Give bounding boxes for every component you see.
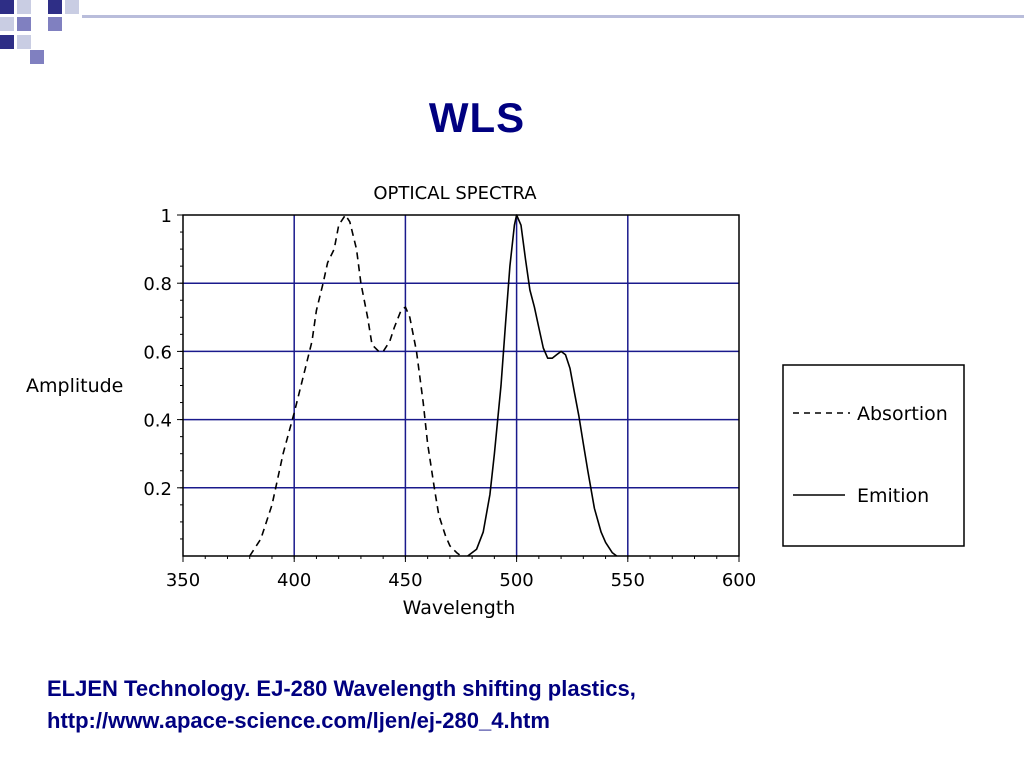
x-axis-label: Wavelength — [403, 597, 516, 619]
decoration-rule — [82, 15, 1024, 18]
decoration-square — [17, 17, 31, 31]
chart-title: OPTICAL SPECTRA — [373, 183, 537, 204]
decoration-square — [0, 35, 14, 49]
decoration-square — [48, 0, 62, 14]
x-tick-label: 600 — [722, 570, 756, 591]
decoration-square — [0, 17, 14, 31]
slide-title: WLS — [428, 94, 526, 141]
x-tick-label: 350 — [166, 570, 200, 591]
series-line-emition — [467, 214, 618, 557]
slide-decoration — [0, 0, 1024, 64]
citation-url: http://www.apace-science.com/ljen/ej-280… — [47, 708, 550, 733]
citation: ELJEN Technology. EJ-280 Wavelength shif… — [47, 673, 987, 737]
tick-layer: 350 400 450 500 550 600 0.2 0.4 0.6 0.8 1 — [143, 206, 756, 591]
x-tick-label: 400 — [277, 570, 311, 591]
y-tick-label: 0.4 — [143, 411, 172, 432]
decoration-square — [65, 0, 79, 14]
decoration-square — [0, 0, 14, 14]
y-tick-label: 0.6 — [143, 342, 172, 363]
legend: Absortion Emition — [782, 364, 965, 547]
y-tick-label: 1 — [161, 206, 172, 227]
legend-label-emition: Emition — [857, 485, 929, 507]
x-tick-label: 550 — [611, 570, 645, 591]
x-tick-label: 450 — [388, 570, 422, 591]
y-tick-label: 0.2 — [143, 479, 172, 500]
decoration-square — [17, 35, 31, 49]
y-tick-label: 0.8 — [143, 274, 172, 295]
x-tick-label: 500 — [499, 570, 533, 591]
decoration-square — [17, 0, 31, 14]
decoration-square — [30, 50, 44, 64]
decoration-square — [48, 17, 62, 31]
citation-text: ELJEN Technology. EJ-280 Wavelength shif… — [47, 676, 636, 701]
plot-frame — [182, 214, 740, 557]
series-layer — [249, 214, 618, 557]
grid-layer — [183, 215, 739, 556]
series-line-absortion — [249, 214, 462, 557]
optical-spectra-chart: 350 400 450 500 550 600 0.2 0.4 0.6 0.8 1 OPTICAL … — [26, 183, 965, 619]
legend-box — [782, 364, 965, 547]
legend-label-absortion: Absortion — [857, 403, 948, 425]
y-axis-label: Amplitude — [26, 375, 123, 397]
label-layer: OPTICAL SPECTRA Wavelength Amplitude — [26, 183, 537, 619]
